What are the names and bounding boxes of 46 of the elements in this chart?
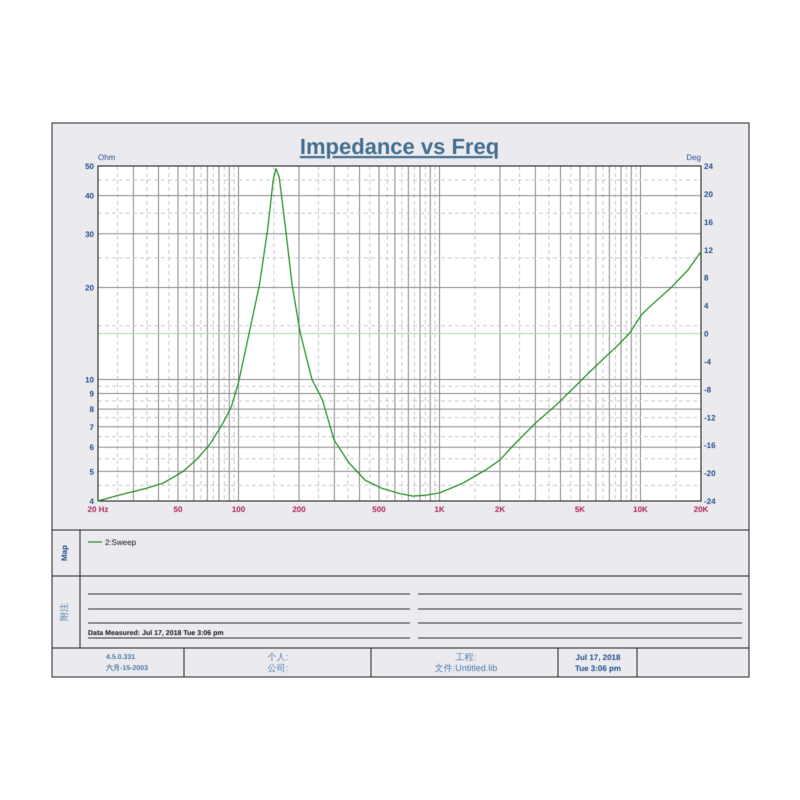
y2-tick-label: 4	[704, 302, 709, 311]
y2-tick-label: -8	[704, 385, 712, 394]
y-axis-title: Ohm	[98, 153, 116, 162]
y-tick-label: 4	[90, 497, 95, 506]
x-tick-label: 10K	[633, 505, 648, 514]
y2-tick-label: 0	[704, 330, 709, 338]
text: 工程:	[456, 652, 476, 662]
y-tick-label: 9	[90, 389, 95, 398]
text: 文件:Untitled.lib	[434, 663, 498, 673]
y2-tick-label: -20	[704, 469, 716, 478]
y2-tick-label: -12	[704, 413, 716, 422]
x-tick-label: 5K	[574, 505, 586, 514]
y2-tick-label: 20	[704, 190, 714, 199]
y2-tick-label: 16	[704, 218, 714, 227]
text: Map	[60, 544, 69, 561]
y2-tick-label: -4	[704, 357, 712, 366]
x-tick-label: 500	[372, 505, 386, 514]
y2-tick-label: 24	[704, 162, 714, 171]
y2-tick-label: -24	[704, 497, 716, 506]
y2-tick-label: 12	[704, 246, 714, 255]
y-tick-label: 6	[90, 443, 95, 452]
x-tick-label: 50	[174, 505, 183, 514]
y-tick-label: 30	[85, 230, 95, 239]
y-tick-label: 8	[90, 405, 95, 414]
y-tick-label: 40	[85, 192, 95, 201]
x-tick-label: 100	[232, 505, 246, 514]
x-tick-label: 20 Hz	[88, 505, 108, 514]
x-tick-label: 2K	[494, 505, 506, 514]
y-tick-label: 20	[85, 284, 95, 293]
x-tick-label: 200	[292, 505, 306, 514]
x-tick-label: 20K	[694, 505, 709, 514]
text: Tue 3:06 pm	[574, 664, 622, 673]
y2-tick-label: -16	[704, 441, 716, 450]
y-tick-label: 5	[90, 467, 95, 476]
y2-tick-label: 8	[704, 274, 709, 283]
chart-title: Impedance vs Freq	[300, 134, 500, 159]
y-tick-label: 10	[85, 375, 95, 384]
y-tick-label: 50	[85, 162, 95, 171]
text: 公司:	[268, 663, 288, 673]
legend-label: 2:Sweep	[105, 538, 137, 547]
text: 个人:	[268, 652, 288, 662]
text: Jul 17, 2018	[576, 653, 622, 662]
y2-axis-title: Deg	[686, 153, 701, 162]
text: 附注	[59, 603, 69, 621]
y-tick-label: 7	[90, 422, 95, 432]
x-tick-label: 1K	[434, 505, 445, 514]
